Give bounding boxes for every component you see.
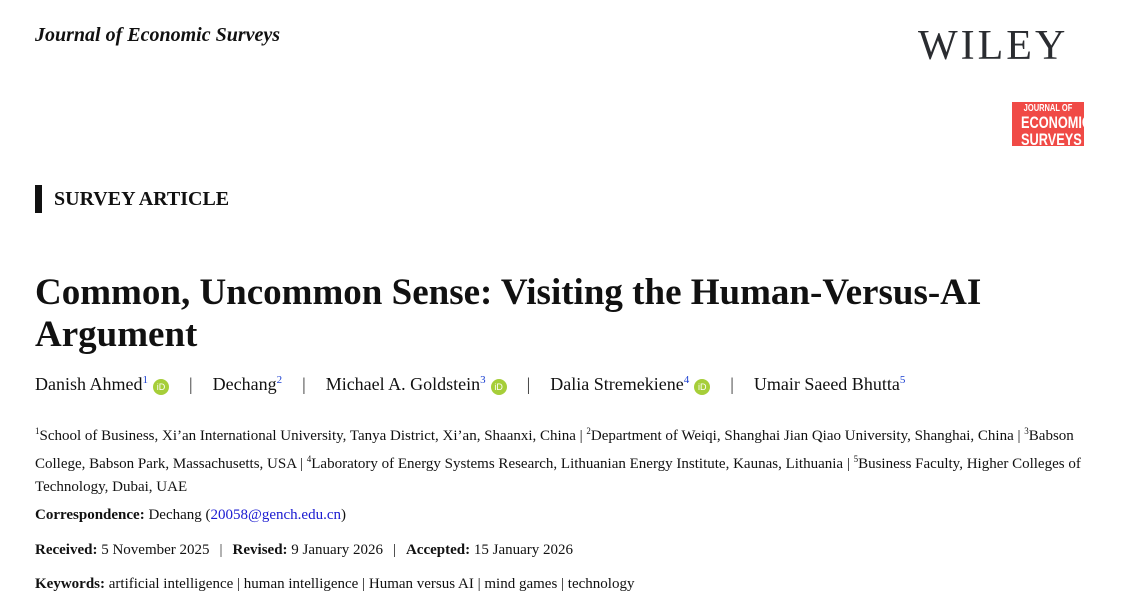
affiliation-ref[interactable]: 5: [899, 374, 906, 386]
separator: |: [1013, 428, 1025, 444]
keywords-label: Keywords:: [35, 576, 105, 592]
author-name[interactable]: Umair Saeed Bhutta: [753, 374, 900, 394]
dates: Received: 5 November 2025 | Revised: 9 Jan…: [35, 542, 574, 558]
author: Danish Ahmed1 iD: [35, 374, 169, 395]
separator: |: [730, 374, 734, 394]
accepted-label: Accepted:: [405, 542, 471, 558]
author: Dalia Stremekiene4 iD: [550, 374, 711, 395]
revised-date: 9 January 2026: [291, 542, 383, 558]
affiliation-ref[interactable]: 3: [480, 374, 486, 386]
article-title: Common, Uncommon Sense: Visiting the Hum…: [35, 272, 982, 355]
author: Michael A. Goldstein3 iD: [326, 374, 507, 395]
affiliation-text: School of Business, Xi’an International …: [39, 428, 576, 444]
keyword: mind games: [484, 576, 558, 592]
affiliations: 1School of Business, Xi’an International…: [35, 420, 1085, 499]
affiliation: 3Babson College, Babson Park, Massachuse…: [35, 426, 1074, 472]
separator: |: [575, 428, 587, 444]
separator: |: [302, 374, 306, 394]
affiliation: 5Business Faculty, Higher Colleges of Te…: [35, 454, 1081, 495]
correspondence: Correspondence: Dechang (20058@gench.edu…: [35, 507, 346, 523]
separator: |: [296, 456, 307, 472]
author-list: Danish Ahmed1 iD | Dechang2 | Michael A. Gold…: [35, 374, 905, 395]
affiliation-ref[interactable]: 1: [142, 374, 149, 386]
correspondence-label: Correspondence:: [35, 507, 145, 523]
affiliation-number: 4: [306, 454, 312, 464]
affiliation-number: 5: [853, 454, 859, 464]
received-date: 5 November 2025: [101, 542, 210, 558]
affiliation-number: 1: [35, 426, 40, 436]
email-link[interactable]: 20058@gench.edu.cn: [210, 507, 341, 523]
keyword: technology: [567, 576, 635, 592]
keyword: Human versus AI: [368, 576, 474, 592]
received-label: Received:: [35, 542, 98, 558]
author-name[interactable]: Dalia Stremekiene: [550, 374, 684, 394]
accepted-date: 15 January 2026: [473, 542, 574, 558]
affiliation: 1School of Business, Xi’an International…: [35, 426, 576, 444]
affiliation-ref[interactable]: 2: [276, 374, 283, 386]
wiley-logo: WILEY: [918, 23, 1069, 69]
affiliation-text: Department of Weiqi, Shanghai Jian Qiao …: [590, 428, 1014, 444]
journal-logo: JOURNAL OF ECONOMIC SURVEYS: [1012, 102, 1091, 148]
author: Dechang2: [213, 374, 282, 395]
keyword: artificial intelligence: [108, 576, 234, 592]
separator: |: [843, 456, 854, 472]
author-name[interactable]: Michael A. Goldstein: [325, 374, 481, 394]
affiliation: 2Department of Weiqi, Shanghai Jian Qiao…: [586, 426, 1014, 444]
affiliation-ref[interactable]: 4: [683, 374, 690, 386]
keywords: Keywords: artificial intelligence | huma…: [35, 576, 635, 592]
journal-name: Journal of Economic Surveys: [35, 24, 281, 46]
keyword: human intelligence: [243, 576, 359, 592]
author-name[interactable]: Danish Ahmed: [35, 374, 143, 394]
correspondence-name: Dechang: [148, 507, 202, 523]
affiliation-text: Business Faculty, Higher Colleges of Tec…: [35, 456, 1081, 495]
orcid-icon[interactable]: iD: [694, 379, 711, 395]
separator: |: [526, 374, 531, 394]
revised-label: Revised:: [232, 542, 288, 558]
affiliation-number: 3: [1024, 426, 1029, 436]
orcid-icon[interactable]: iD: [490, 379, 507, 395]
separator: |: [189, 374, 193, 394]
affiliation-text: Laboratory of Energy Systems Research, L…: [311, 456, 844, 472]
affiliation-number: 2: [586, 426, 591, 436]
article-type: SURVEY ARTICLE: [35, 185, 229, 213]
author: Umair Saeed Bhutta5: [754, 374, 905, 395]
orcid-icon[interactable]: iD: [153, 379, 169, 395]
author-name[interactable]: Dechang: [212, 374, 277, 394]
affiliation-text: Babson College, Babson Park, Massachuset…: [35, 428, 1074, 472]
affiliation: 4Laboratory of Energy Systems Research, …: [306, 454, 844, 472]
